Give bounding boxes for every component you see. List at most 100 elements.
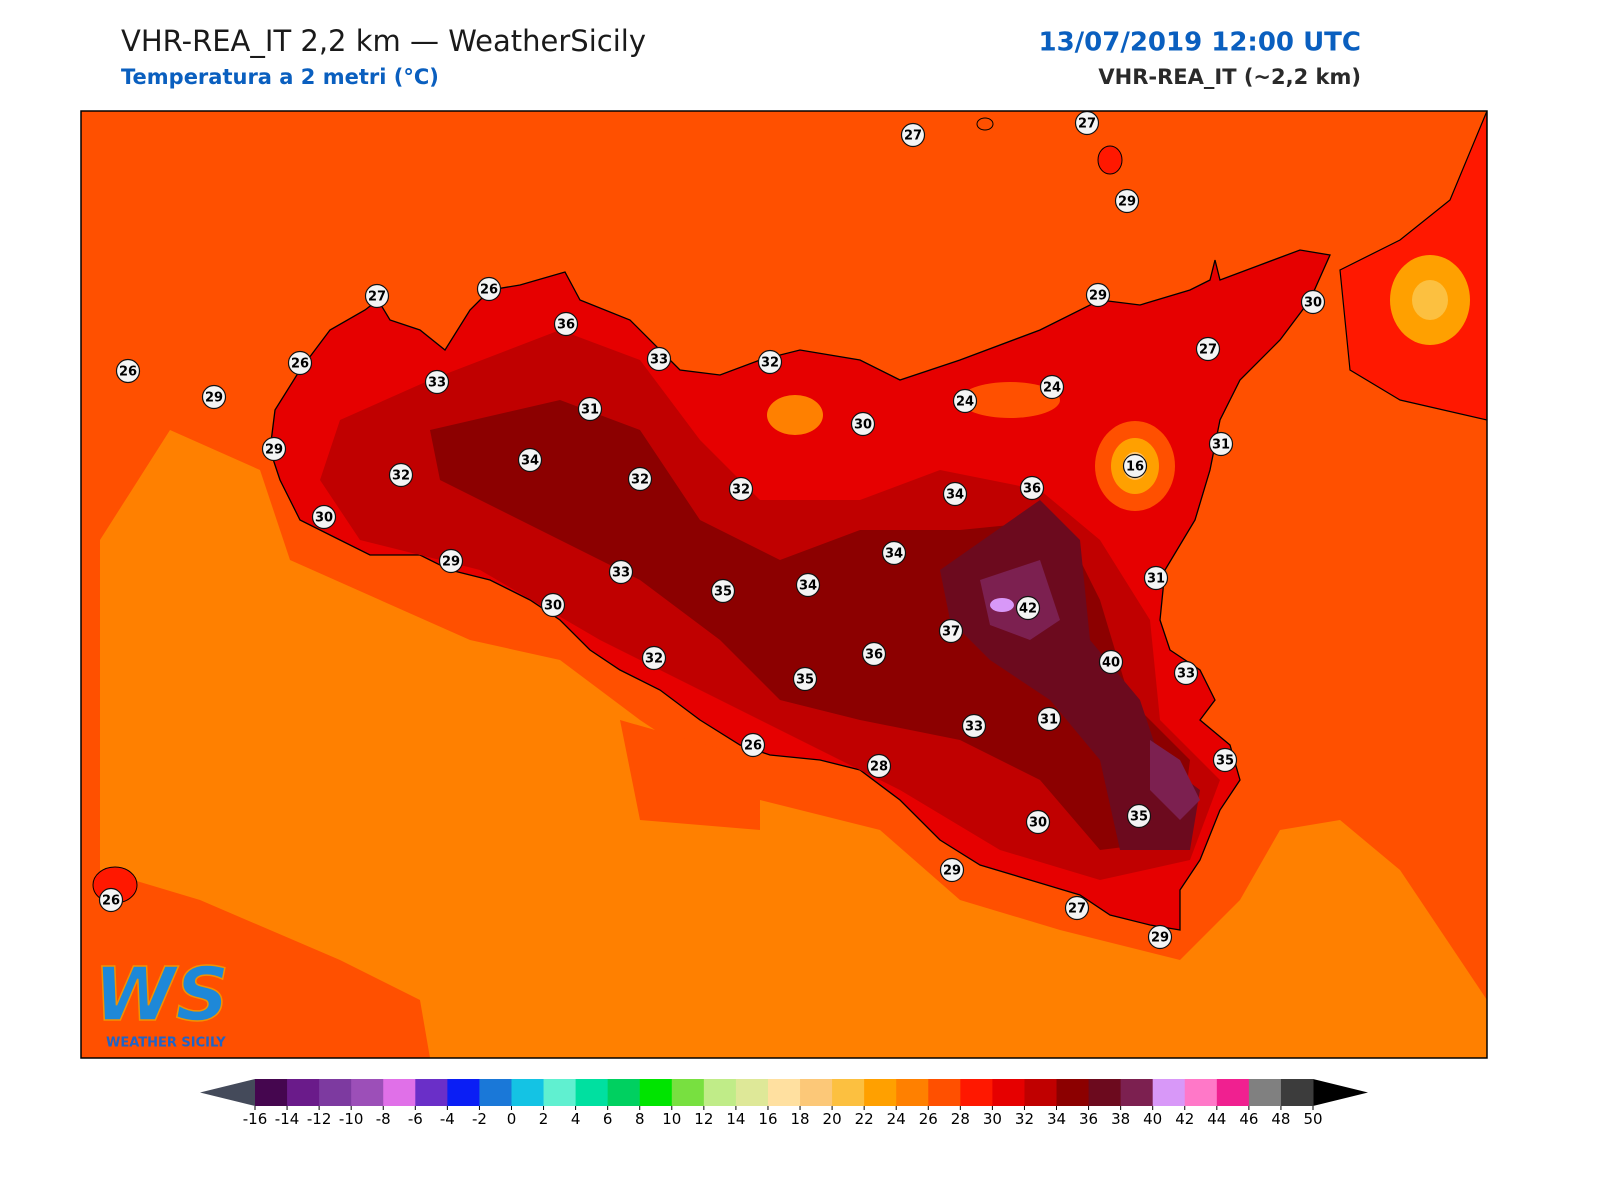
- date: 13/07/2019 12:00 UTC: [1038, 28, 1361, 58]
- colorbar-tick-label: 12: [694, 1110, 713, 1128]
- station-marker: [881, 540, 907, 566]
- station-value: 27: [904, 129, 922, 144]
- colorbar-segment: [896, 1079, 929, 1106]
- station: 34: [881, 540, 907, 566]
- colorbar-tick-label: 34: [1047, 1110, 1066, 1128]
- station-value: 35: [1216, 754, 1234, 769]
- station-marker: [1064, 895, 1090, 921]
- station: 31: [1143, 565, 1169, 591]
- colorbar-segment: [735, 1079, 769, 1106]
- station-value: 29: [1118, 195, 1136, 210]
- colorbar-tick-label: 28: [951, 1110, 970, 1128]
- station: 34: [942, 481, 968, 507]
- station-value: 26: [744, 739, 762, 754]
- station-value: 27: [1078, 117, 1096, 132]
- sea-patch: [620, 720, 760, 830]
- colorbar-tick-label: 44: [1207, 1110, 1226, 1128]
- station: 31: [1208, 431, 1234, 457]
- station-marker: [1019, 475, 1045, 501]
- station: 35: [792, 666, 818, 692]
- colorbar-segment: [800, 1079, 833, 1106]
- station-value: 32: [392, 469, 410, 484]
- station-marker: [287, 350, 313, 376]
- colorbar-segment: [992, 1079, 1025, 1106]
- station: 42: [1015, 595, 1041, 621]
- station-marker: [364, 283, 390, 309]
- station-value: 29: [442, 555, 460, 570]
- colorbar-segment: [1152, 1079, 1186, 1106]
- station-marker: [850, 411, 876, 437]
- station-value: 30: [1029, 816, 1047, 831]
- station: 36: [1019, 475, 1045, 501]
- station-marker: [438, 548, 464, 574]
- colorbar-tick-label: -6: [408, 1110, 423, 1128]
- station-marker: [728, 476, 754, 502]
- station-value: 33: [1177, 667, 1195, 682]
- station: 30: [540, 592, 566, 618]
- station-value: 24: [1043, 381, 1061, 396]
- station: 26: [98, 887, 124, 913]
- colorbar-tick-label: 50: [1303, 1110, 1322, 1128]
- colorbar-segment: [351, 1079, 384, 1106]
- hot-area: [430, 400, 1190, 850]
- colorbar-segment: [479, 1079, 512, 1106]
- colorbar-segment: [575, 1079, 609, 1106]
- station: 26: [287, 350, 313, 376]
- station-value: 28: [870, 760, 888, 775]
- station-value: 31: [1147, 572, 1165, 587]
- colorbar-segment: [383, 1079, 416, 1106]
- station: 27: [1074, 111, 1100, 136]
- colorbar-tick-label: 18: [790, 1110, 809, 1128]
- station-value: 24: [956, 395, 974, 410]
- colorbar-segment: [415, 1079, 448, 1106]
- station-marker: [900, 122, 926, 148]
- colorbar-under: [200, 1079, 255, 1106]
- station-value: 31: [1040, 713, 1058, 728]
- colorbar-tick-label: 14: [726, 1110, 745, 1128]
- station: 30: [850, 411, 876, 437]
- station-marker: [1025, 809, 1051, 835]
- station: 24: [1039, 374, 1065, 400]
- station: 29: [1085, 282, 1111, 308]
- colorbar-segment: [767, 1079, 801, 1106]
- station-value: 30: [315, 511, 333, 526]
- station-value: 34: [946, 488, 964, 503]
- station-marker: [939, 857, 965, 883]
- station-value: 26: [119, 365, 137, 380]
- station-marker: [866, 753, 892, 779]
- colorbar-tick-label: -4: [440, 1110, 455, 1128]
- station: 36: [861, 641, 887, 667]
- station: 32: [757, 349, 783, 375]
- station: 31: [1036, 706, 1062, 732]
- station-value: 30: [1304, 296, 1322, 311]
- station: 34: [795, 572, 821, 598]
- colorbar-segment: [543, 1079, 577, 1106]
- station-marker: [1126, 803, 1152, 829]
- colorbar-tick-label: -8: [376, 1110, 391, 1128]
- logo-caption: WEATHER SICILY: [106, 1036, 226, 1051]
- station: 36: [553, 311, 579, 337]
- station-marker: [517, 447, 543, 473]
- station: 29: [1114, 188, 1140, 214]
- station-value: 42: [1019, 602, 1037, 617]
- station-marker: [861, 641, 887, 667]
- sea-warm: [100, 430, 1487, 1058]
- station: 30: [1300, 289, 1326, 315]
- colorbar-tick-label: 42: [1175, 1110, 1194, 1128]
- colorbar-segment: [511, 1079, 545, 1106]
- station: 26: [740, 732, 766, 758]
- colorbar-tick-label: -2: [472, 1110, 487, 1128]
- station: 32: [627, 466, 653, 492]
- station: 31: [577, 396, 603, 422]
- station-value: 31: [581, 403, 599, 418]
- station-marker: [961, 713, 987, 739]
- station: 30: [1025, 809, 1051, 835]
- station-value: 29: [1089, 289, 1107, 304]
- station-value: 35: [714, 585, 732, 600]
- station-value: 36: [1023, 482, 1041, 497]
- station-marker: [1212, 747, 1238, 773]
- colorbar-tick-label: 4: [571, 1110, 581, 1128]
- subtitle: Temperatura a 2 metri (°C): [121, 65, 439, 89]
- station: 32: [388, 462, 414, 488]
- logo-text: WS: [94, 952, 229, 1038]
